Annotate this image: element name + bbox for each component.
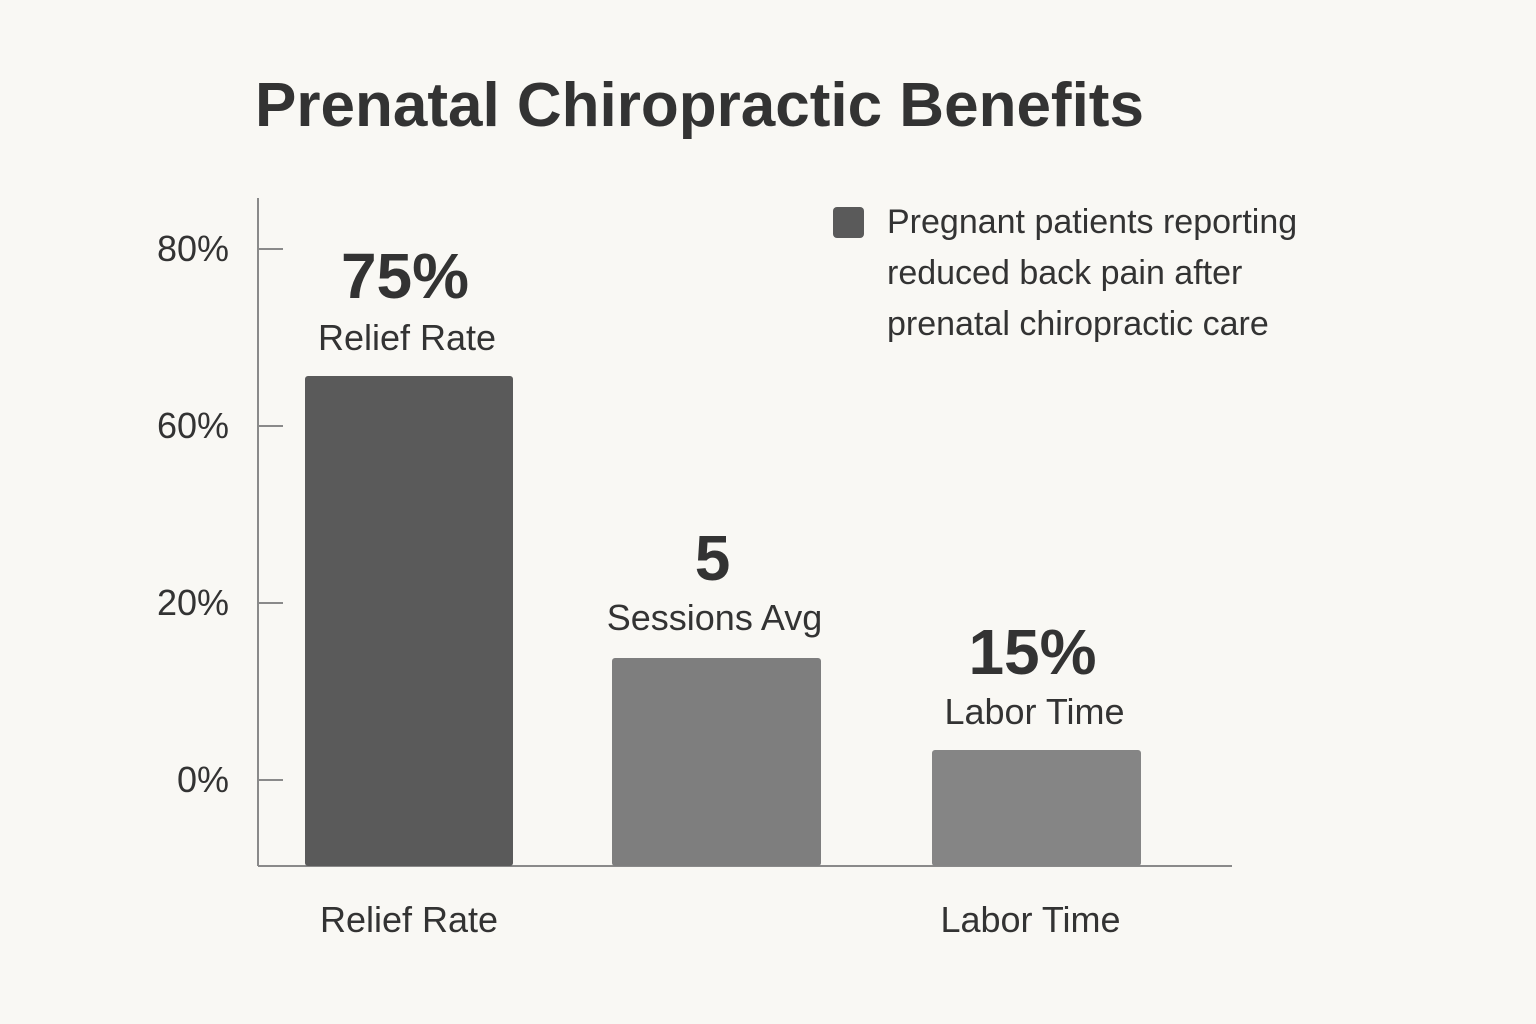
bar-sub-label: Sessions Avg bbox=[607, 597, 822, 638]
y-axis-ticks: 0% 20% 60% 80% bbox=[157, 228, 283, 800]
y-tick-label: 20% bbox=[157, 582, 229, 623]
legend-label: reduced back pain after bbox=[887, 254, 1242, 292]
bar-sub-label: Relief Rate bbox=[318, 317, 496, 358]
y-tick-label: 80% bbox=[157, 228, 229, 269]
x-tick-label: Labor Time bbox=[940, 899, 1120, 940]
x-tick-label: Relief Rate bbox=[320, 899, 498, 940]
legend: Pregnant patients reporting reduced back … bbox=[833, 203, 1297, 343]
x-axis-labels: Relief Rate Labor Time bbox=[320, 899, 1121, 940]
chart-title: Prenatal Chiropractic Benefits bbox=[255, 71, 1144, 140]
bar-sub-label: Labor Time bbox=[944, 691, 1124, 732]
legend-label: Pregnant patients reporting bbox=[887, 203, 1297, 241]
bar bbox=[932, 750, 1141, 866]
bar bbox=[305, 376, 513, 866]
legend-swatch bbox=[833, 207, 864, 238]
y-tick-label: 0% bbox=[177, 759, 229, 800]
bar-value-label: 15% bbox=[968, 616, 1096, 688]
legend-label: prenatal chiropractic care bbox=[887, 305, 1269, 343]
bar bbox=[612, 658, 821, 866]
bar-value-label: 75% bbox=[341, 240, 469, 312]
bars bbox=[305, 376, 1141, 866]
y-tick-label: 60% bbox=[157, 405, 229, 446]
bar-value-label: 5 bbox=[695, 522, 731, 594]
